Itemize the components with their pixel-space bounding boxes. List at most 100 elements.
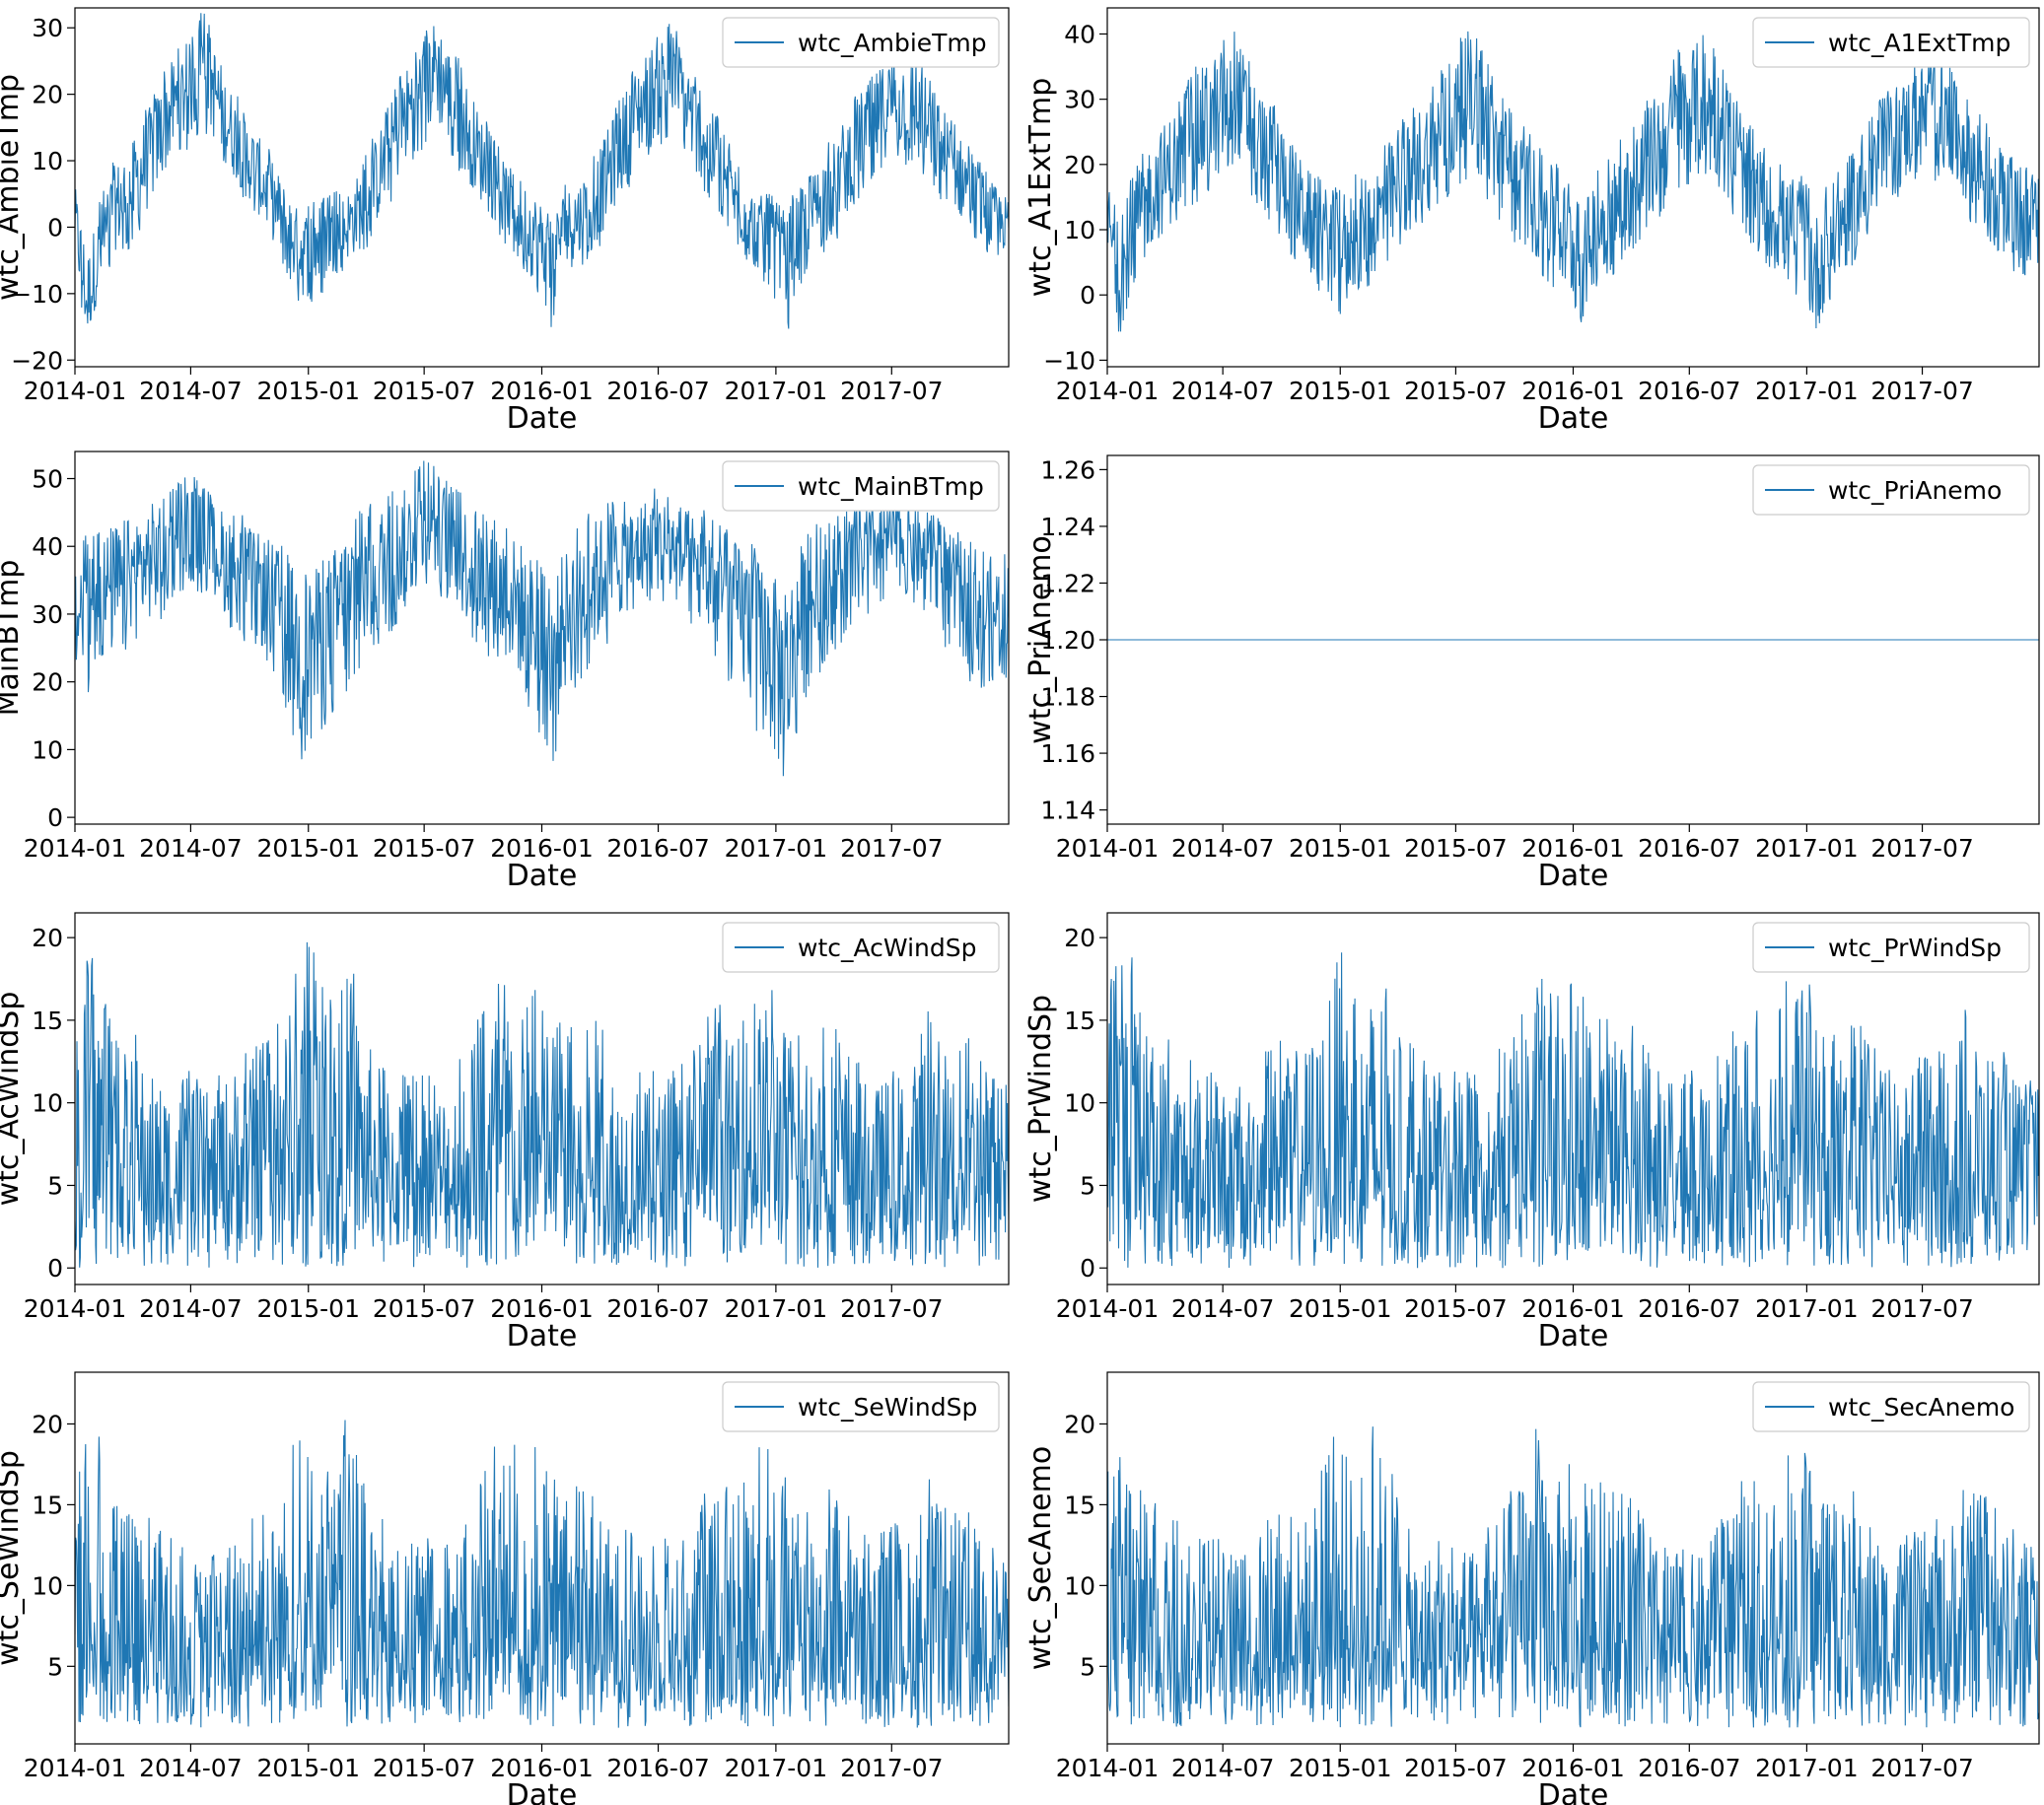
series-line (75, 941, 1009, 1268)
legend: wtc_PriAnemo (1752, 464, 2030, 516)
x-tick-label: 2016-07 (606, 377, 709, 405)
y-tick-label: 30 (32, 14, 63, 42)
x-tick-label: 2014-01 (1056, 1294, 1159, 1323)
x-tick-label: 2016-07 (606, 1754, 709, 1782)
x-tick-label: 2016-01 (1521, 1754, 1624, 1782)
y-axis-label: wtc_PriAnemo (1023, 535, 1058, 744)
y-tick-label: 20 (32, 1410, 63, 1438)
y-tick-label: 20 (1064, 1410, 1095, 1438)
y-tick-label: 0 (47, 803, 63, 832)
y-tick-label: −10 (11, 280, 63, 309)
legend: wtc_A1ExtTmp (1752, 17, 2030, 68)
x-tick-label: 2017-07 (840, 834, 943, 863)
x-tick-label: 2014-07 (139, 1294, 242, 1323)
x-tick-label: 2016-01 (490, 377, 593, 405)
y-tick-label: 10 (1064, 1089, 1095, 1118)
y-tick-label: 40 (1064, 20, 1095, 48)
legend-box (722, 922, 1000, 973)
legend-label: wtc_AmbieTmp (798, 29, 987, 57)
y-tick-label: 0 (1080, 281, 1095, 310)
y-tick-label: 5 (47, 1171, 63, 1200)
x-tick-label: 2014-01 (1056, 834, 1159, 863)
legend-label: wtc_PrWindSp (1828, 934, 2002, 962)
y-tick-label: 20 (32, 668, 63, 697)
x-tick-label: 2014-01 (24, 1294, 126, 1323)
legend: wtc_SecAnemo (1752, 1381, 2030, 1432)
x-tick-label: 2016-07 (606, 1294, 709, 1323)
y-tick-label: 15 (1064, 1007, 1095, 1035)
x-tick-label: 2017-07 (1870, 1294, 1973, 1323)
y-tick-label: 15 (32, 1007, 63, 1035)
x-axis-label: Date (507, 1319, 578, 1354)
x-tick-label: 2015-07 (373, 1754, 475, 1782)
y-tick-label: −20 (11, 346, 63, 375)
y-axis-label: MainBTmp (0, 560, 26, 717)
y-tick-label: 0 (47, 213, 63, 242)
x-tick-label: 2014-07 (139, 834, 242, 863)
y-tick-label: 15 (1064, 1491, 1095, 1519)
y-tick-label: 5 (47, 1652, 63, 1681)
y-tick-label: 10 (1064, 216, 1095, 244)
x-tick-label: 2014-01 (1056, 1754, 1159, 1782)
subplot-6: 0 5 10 15 20 2014-01 2014-07 2015-01 2015-07 2016… (1023, 912, 2040, 1354)
y-tick-label: 40 (32, 532, 63, 561)
x-tick-label: 2015-01 (257, 834, 360, 863)
y-axis-label: wtc_AcWindSp (0, 992, 26, 1207)
x-tick-label: 2016-01 (490, 1294, 593, 1323)
y-tick-label: 1.22 (1040, 569, 1095, 597)
subplot-7: 5 10 15 20 2014-01 2014-07 2015-01 2015-07 2016-… (0, 1371, 1010, 1805)
x-tick-label: 2016-07 (1638, 377, 1740, 405)
y-tick-label: 20 (1064, 924, 1095, 952)
x-tick-label: 2015-01 (257, 1754, 360, 1782)
y-tick-label: 30 (32, 600, 63, 629)
x-tick-label: 2017-01 (1755, 377, 1858, 405)
x-tick-label: 2015-01 (257, 377, 360, 405)
x-tick-label: 2016-01 (490, 834, 593, 863)
y-tick-label: 20 (1064, 151, 1095, 179)
x-tick-label: 2017-07 (1870, 834, 1973, 863)
series-line (1107, 31, 2039, 332)
x-tick-label: 2017-01 (725, 377, 827, 405)
x-tick-label: 2014-01 (24, 377, 126, 405)
x-tick-label: 2016-01 (1521, 834, 1624, 863)
legend: wtc_PrWindSp (1752, 922, 2030, 973)
x-tick-label: 2014-01 (1056, 377, 1159, 405)
y-axis-label: wtc_SeWindSp (0, 1450, 26, 1666)
y-axis-label: wtc_PrWindSp (1023, 995, 1058, 1203)
y-tick-label: 10 (32, 1571, 63, 1600)
y-tick-label: 1.26 (1040, 455, 1095, 484)
x-tick-label: 2017-01 (725, 1294, 827, 1323)
x-axis-label: Date (1538, 1778, 1609, 1805)
legend: wtc_AcWindSp (722, 922, 1000, 973)
y-tick-label: 20 (32, 81, 63, 109)
subplot-1: −20 −10 0 10 20 30 2014-01 2014-07 2015-01 2015-0… (0, 7, 1010, 436)
y-tick-label: 5 (1080, 1652, 1095, 1681)
x-tick-label: 2017-07 (1870, 377, 1973, 405)
legend-box (722, 17, 1000, 68)
series-line (75, 460, 1009, 777)
subplot-4: 1.14 1.16 1.18 1.20 1.22 1.24 1.26 2014-01 2014-… (1023, 454, 2040, 893)
y-axis-label: wtc_AmbieTmp (0, 74, 26, 301)
x-tick-label: 2016-01 (1521, 377, 1624, 405)
x-tick-label: 2014-07 (1171, 1754, 1274, 1782)
x-tick-label: 2017-07 (840, 1294, 943, 1323)
x-tick-label: 2015-07 (373, 834, 475, 863)
subplot-5: 0 5 10 15 20 2014-01 2014-07 2015-01 2015-07 2016… (0, 912, 1010, 1354)
x-tick-label: 2014-01 (24, 834, 126, 863)
series-line (1107, 1426, 2039, 1728)
y-tick-label: 0 (47, 1254, 63, 1283)
x-tick-label: 2017-07 (1870, 1754, 1973, 1782)
x-tick-label: 2015-01 (1289, 377, 1391, 405)
y-tick-label: 1.14 (1040, 797, 1095, 825)
x-tick-label: 2016-07 (606, 834, 709, 863)
legend-box (1752, 1381, 2030, 1432)
y-tick-label: 1.18 (1040, 683, 1095, 712)
x-tick-label: 2015-07 (1404, 1294, 1507, 1323)
x-axis-label: Date (1538, 859, 1609, 893)
subplot-2: −10 0 10 20 30 40 2014-01 2014-07 2015-01 2015-07… (1023, 7, 2040, 436)
x-tick-label: 2015-07 (1404, 1754, 1507, 1782)
y-tick-label: 0 (1080, 1254, 1095, 1283)
x-tick-label: 2017-01 (725, 834, 827, 863)
y-tick-label: 20 (32, 924, 63, 952)
x-tick-label: 2014-07 (139, 1754, 242, 1782)
